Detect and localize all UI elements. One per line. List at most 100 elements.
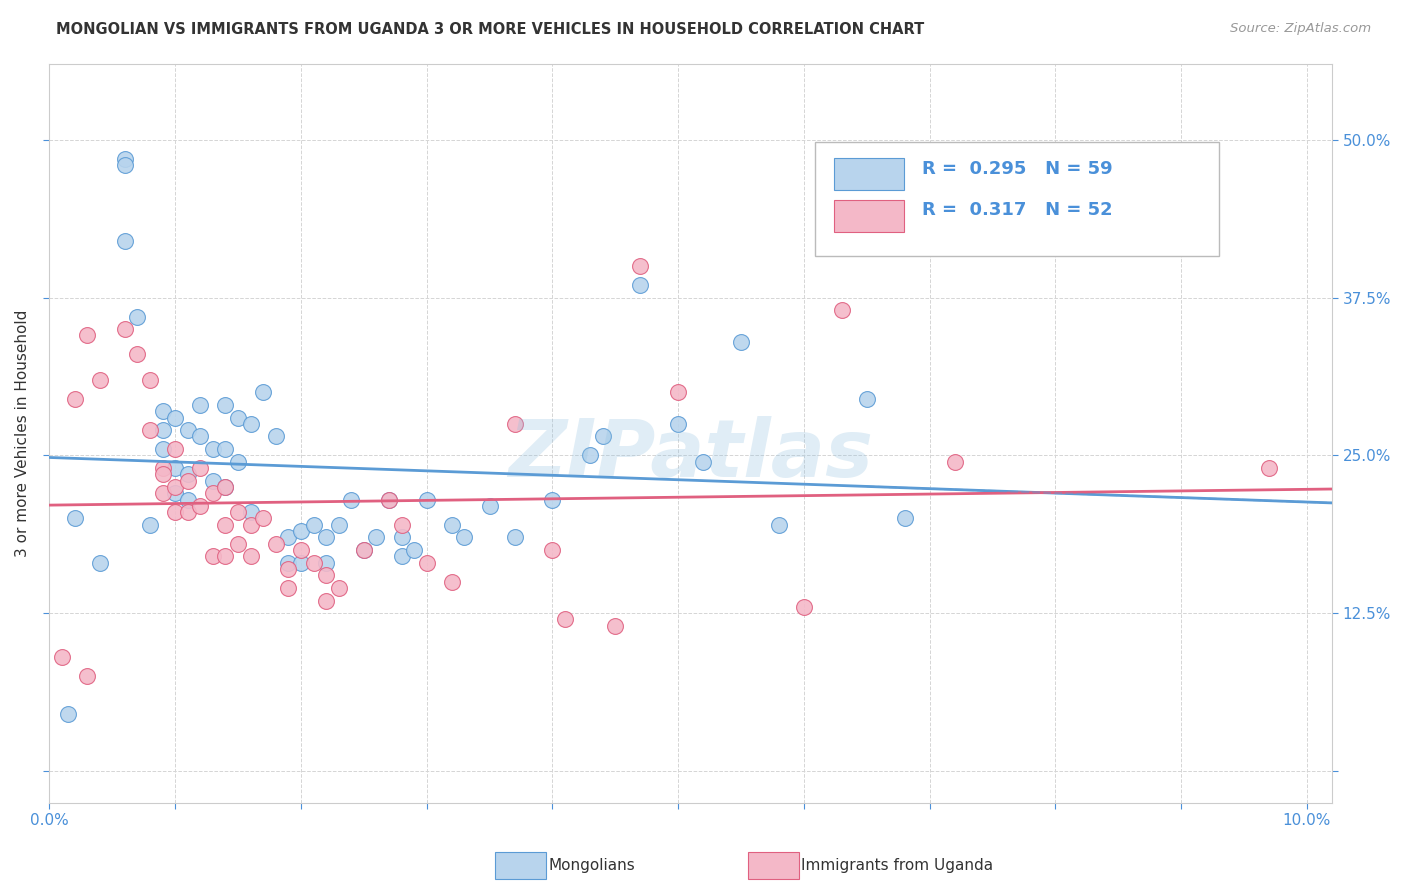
Point — [165, 461, 187, 475]
Point — [214, 517, 236, 532]
Point — [226, 505, 249, 519]
Point — [114, 322, 136, 336]
Point — [366, 531, 388, 545]
Point — [541, 492, 564, 507]
Point — [127, 347, 149, 361]
Point — [831, 303, 853, 318]
Point — [692, 455, 714, 469]
Point — [177, 467, 200, 482]
Point — [214, 480, 236, 494]
Point — [165, 410, 187, 425]
Point — [152, 461, 174, 475]
FancyBboxPatch shape — [834, 158, 904, 190]
Point — [391, 531, 413, 545]
Point — [478, 499, 501, 513]
Point — [114, 234, 136, 248]
Point — [188, 429, 211, 443]
Point — [315, 568, 337, 582]
Point — [503, 531, 526, 545]
Point — [226, 455, 249, 469]
Point — [239, 517, 262, 532]
Point — [290, 524, 312, 538]
Point — [165, 486, 187, 500]
Point — [152, 423, 174, 437]
Point — [605, 619, 627, 633]
Point — [177, 492, 200, 507]
Point — [139, 423, 162, 437]
Point — [51, 650, 73, 665]
Point — [165, 505, 187, 519]
Point — [188, 398, 211, 412]
Point — [592, 429, 614, 443]
Point — [666, 385, 689, 400]
Point — [630, 277, 652, 292]
Point — [58, 707, 80, 722]
Point — [793, 599, 815, 614]
Point — [152, 467, 174, 482]
Point — [315, 556, 337, 570]
Point — [440, 574, 463, 589]
Point — [76, 669, 98, 683]
Point — [188, 461, 211, 475]
Point — [391, 517, 413, 532]
Point — [252, 511, 274, 525]
Text: MONGOLIAN VS IMMIGRANTS FROM UGANDA 3 OR MORE VEHICLES IN HOUSEHOLD CORRELATION : MONGOLIAN VS IMMIGRANTS FROM UGANDA 3 OR… — [56, 22, 925, 37]
Point — [630, 259, 652, 273]
Point — [226, 410, 249, 425]
Point — [89, 373, 111, 387]
Point — [152, 404, 174, 418]
Point — [139, 373, 162, 387]
Point — [177, 474, 200, 488]
Point — [290, 556, 312, 570]
Point — [340, 492, 363, 507]
Point — [114, 158, 136, 172]
Point — [239, 505, 262, 519]
Point — [139, 517, 162, 532]
Point — [415, 556, 437, 570]
Point — [277, 531, 299, 545]
Point — [290, 543, 312, 558]
Point — [391, 549, 413, 564]
Point — [503, 417, 526, 431]
Point — [277, 581, 299, 595]
Point — [404, 543, 426, 558]
Point — [214, 398, 236, 412]
Point — [856, 392, 879, 406]
Point — [239, 549, 262, 564]
Text: R =  0.317   N = 52: R = 0.317 N = 52 — [922, 201, 1112, 219]
Point — [214, 442, 236, 456]
Point — [440, 517, 463, 532]
Point — [315, 531, 337, 545]
Point — [252, 385, 274, 400]
Point — [201, 442, 224, 456]
Point — [943, 455, 966, 469]
Point — [554, 612, 576, 626]
Point — [328, 517, 350, 532]
Point — [1258, 461, 1281, 475]
Text: Source: ZipAtlas.com: Source: ZipAtlas.com — [1230, 22, 1371, 36]
Point — [165, 480, 187, 494]
Point — [893, 511, 915, 525]
Point — [302, 556, 325, 570]
Text: ZIPatlas: ZIPatlas — [508, 417, 873, 494]
Point — [730, 334, 752, 349]
Point — [277, 556, 299, 570]
Point — [89, 556, 111, 570]
Point — [214, 480, 236, 494]
Point — [378, 492, 401, 507]
Point — [264, 537, 287, 551]
Point — [177, 505, 200, 519]
Point — [114, 152, 136, 166]
Point — [165, 442, 187, 456]
Point — [768, 517, 790, 532]
Text: Immigrants from Uganda: Immigrants from Uganda — [801, 858, 994, 872]
Point — [579, 449, 602, 463]
Point — [315, 593, 337, 607]
Point — [264, 429, 287, 443]
Point — [378, 492, 401, 507]
Point — [63, 392, 86, 406]
Point — [453, 531, 475, 545]
Point — [353, 543, 375, 558]
Point — [201, 486, 224, 500]
Point — [415, 492, 437, 507]
